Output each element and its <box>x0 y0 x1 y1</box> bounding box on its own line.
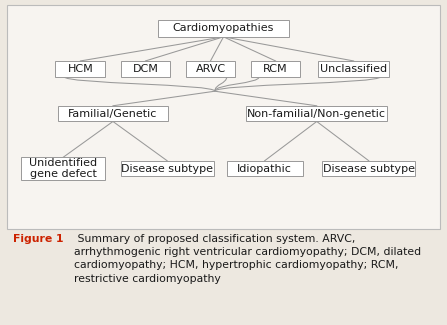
FancyBboxPatch shape <box>227 161 303 176</box>
FancyBboxPatch shape <box>158 20 288 37</box>
FancyBboxPatch shape <box>55 61 105 77</box>
Text: Figure 1: Figure 1 <box>13 234 64 244</box>
Text: DCM: DCM <box>132 64 158 74</box>
Text: ARVC: ARVC <box>195 64 226 74</box>
Text: Non-familial/Non-genetic: Non-familial/Non-genetic <box>247 109 386 119</box>
Text: Unidentified
gene defect: Unidentified gene defect <box>29 158 97 179</box>
FancyBboxPatch shape <box>7 5 440 229</box>
Text: HCM: HCM <box>67 64 93 74</box>
Text: Cardiomyopathies: Cardiomyopathies <box>173 23 274 33</box>
FancyBboxPatch shape <box>251 61 300 77</box>
Text: Unclassified: Unclassified <box>320 64 387 74</box>
FancyBboxPatch shape <box>58 106 168 122</box>
Text: Idiopathic: Idiopathic <box>237 163 292 174</box>
Text: Summary of proposed classification system. ARVC,
arrhythmogenic right ventricula: Summary of proposed classification syste… <box>74 234 422 284</box>
FancyBboxPatch shape <box>246 106 387 122</box>
FancyBboxPatch shape <box>121 161 214 176</box>
FancyBboxPatch shape <box>318 61 389 77</box>
FancyBboxPatch shape <box>21 157 105 180</box>
FancyBboxPatch shape <box>322 161 415 176</box>
FancyBboxPatch shape <box>121 61 170 77</box>
Text: Disease subtype: Disease subtype <box>121 163 213 174</box>
FancyBboxPatch shape <box>186 61 236 77</box>
Text: Disease subtype: Disease subtype <box>323 163 415 174</box>
Text: Familial/Genetic: Familial/Genetic <box>68 109 158 119</box>
Text: RCM: RCM <box>263 64 288 74</box>
